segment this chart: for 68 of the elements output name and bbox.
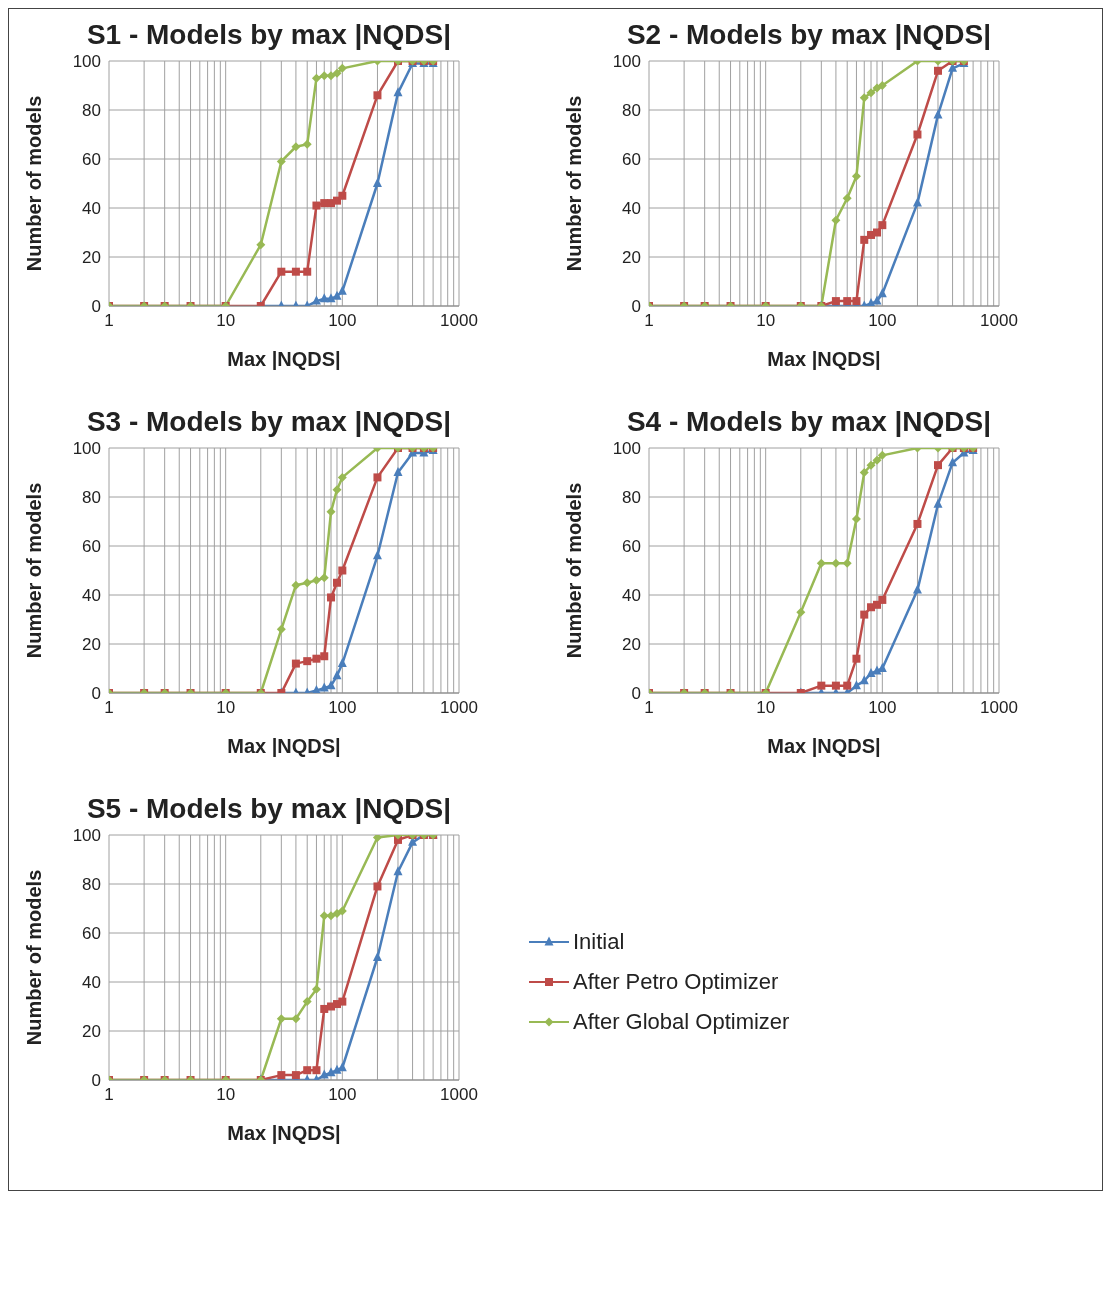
x-tick-label: 1000: [440, 311, 478, 331]
y-tick-label: 80: [622, 101, 641, 121]
y-tick-label: 40: [622, 586, 641, 606]
legend-label: After Petro Optimizer: [573, 968, 779, 995]
chart-title: S4 - Models by max |NQDS|: [625, 406, 993, 438]
y-axis-title: Number of models: [563, 482, 586, 659]
x-tick-label: 100: [328, 311, 357, 331]
y-tick-label: 80: [82, 488, 101, 508]
y-tick-label: 100: [72, 52, 101, 72]
y-tick-label: 100: [72, 439, 101, 459]
x-tick-label: 1000: [980, 698, 1018, 718]
x-tick-label: 1000: [440, 1085, 478, 1105]
x-tick-label: 10: [756, 311, 776, 331]
x-tick-label: 10: [216, 1085, 236, 1105]
y-tick-label: 0: [91, 297, 101, 317]
x-tick-label: 1000: [440, 698, 478, 718]
y-tick-label: 20: [622, 635, 641, 655]
x-tick-label: 100: [328, 698, 357, 718]
x-tick-label: 100: [868, 698, 897, 718]
y-tick-label: 20: [82, 635, 101, 655]
x-axis-title: Max |NQDS|: [227, 348, 341, 370]
y-tick-label: 100: [72, 826, 101, 846]
y-axis-title: Number of models: [563, 95, 586, 272]
chart-title: S1 - Models by max |NQDS|: [85, 19, 453, 51]
y-tick-label: 20: [82, 248, 101, 268]
x-tick-label: 1: [644, 311, 654, 331]
y-tick-label: 0: [631, 684, 641, 704]
y-tick-label: 20: [622, 248, 641, 268]
chart-title: S2 - Models by max |NQDS|: [625, 19, 993, 51]
y-tick-label: 80: [82, 875, 101, 895]
x-tick-label: 10: [216, 698, 236, 718]
y-tick-label: 100: [612, 439, 641, 459]
y-tick-label: 40: [82, 586, 101, 606]
y-tick-label: 0: [91, 684, 101, 704]
chart-title: S3 - Models by max |NQDS|: [85, 406, 453, 438]
x-axis-title: Max |NQDS|: [767, 348, 881, 370]
y-axis-title: Number of models: [23, 482, 46, 659]
x-tick-label: 10: [216, 311, 236, 331]
x-tick-label: 1: [104, 698, 114, 718]
y-tick-label: 80: [82, 101, 101, 121]
y-tick-label: 40: [82, 973, 101, 993]
x-tick-label: 1000: [980, 311, 1018, 331]
y-tick-label: 0: [631, 297, 641, 317]
x-tick-label: 100: [328, 1085, 357, 1105]
chart-title: S5 - Models by max |NQDS|: [85, 793, 453, 825]
y-tick-label: 60: [82, 924, 101, 944]
legend-label: After Global Optimizer: [573, 1008, 790, 1035]
y-tick-label: 100: [612, 52, 641, 72]
y-tick-label: 60: [622, 537, 641, 557]
x-axis-title: Max |NQDS|: [227, 1122, 341, 1144]
y-tick-label: 20: [82, 1022, 101, 1042]
y-axis-title: Number of models: [23, 95, 46, 272]
x-axis-title: Max |NQDS|: [767, 735, 881, 757]
y-tick-label: 60: [622, 150, 641, 170]
x-tick-label: 10: [756, 698, 776, 718]
y-tick-label: 40: [82, 199, 101, 219]
x-tick-label: 1: [644, 698, 654, 718]
y-tick-label: 40: [622, 199, 641, 219]
y-axis-title: Number of models: [23, 869, 46, 1046]
x-tick-label: 1: [104, 1085, 114, 1105]
legend-label: Initial: [573, 928, 625, 955]
y-tick-label: 0: [91, 1071, 101, 1091]
x-tick-label: 100: [868, 311, 897, 331]
x-axis-title: Max |NQDS|: [227, 735, 341, 757]
y-tick-label: 60: [82, 537, 101, 557]
y-tick-label: 80: [622, 488, 641, 508]
x-tick-label: 1: [104, 311, 114, 331]
y-tick-label: 60: [82, 150, 101, 170]
